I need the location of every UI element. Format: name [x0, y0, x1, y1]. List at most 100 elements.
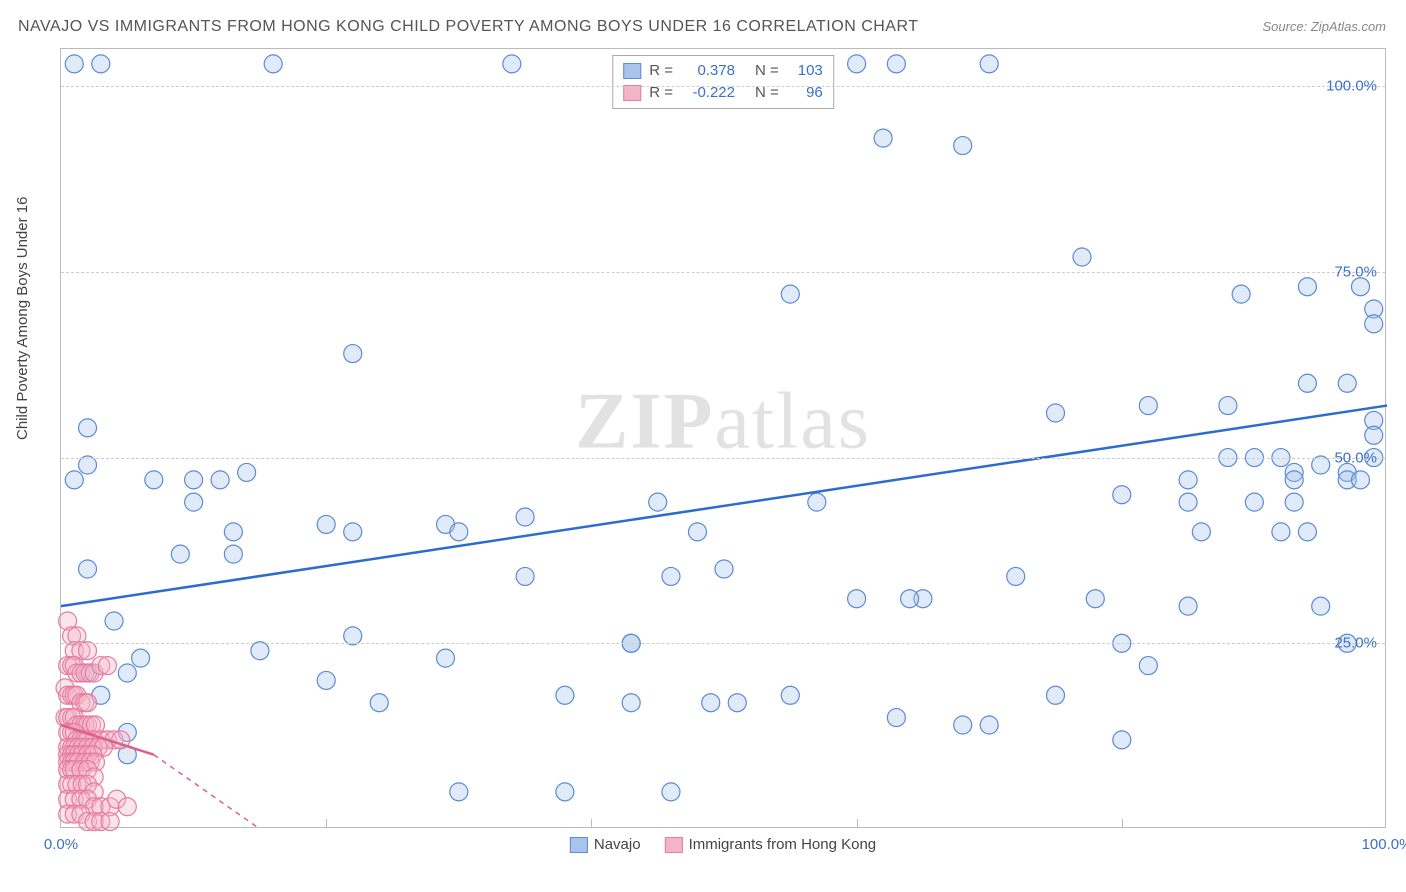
scatter-point — [1139, 657, 1157, 675]
scatter-point — [145, 471, 163, 489]
scatter-point — [185, 493, 203, 511]
scatter-point — [1272, 523, 1290, 541]
scatter-point — [1298, 278, 1316, 296]
r-label: R = — [649, 60, 673, 82]
scatter-point — [781, 686, 799, 704]
scatter-point — [1365, 315, 1383, 333]
y-tick-label: 25.0% — [1334, 635, 1377, 652]
scatter-point — [450, 783, 468, 801]
legend-bottom-item: Immigrants from Hong Kong — [665, 836, 877, 853]
scatter-point — [622, 694, 640, 712]
scatter-point — [702, 694, 720, 712]
y-tick-label: 75.0% — [1334, 263, 1377, 280]
scatter-point — [264, 55, 282, 73]
scatter-point — [437, 649, 455, 667]
scatter-point — [317, 515, 335, 533]
scatter-point — [1351, 278, 1369, 296]
scatter-point — [516, 508, 534, 526]
scatter-point — [1312, 597, 1330, 615]
x-minor-tick — [326, 819, 327, 827]
scatter-point — [556, 686, 574, 704]
x-minor-tick — [857, 819, 858, 827]
legend-label: Immigrants from Hong Kong — [689, 836, 877, 853]
scatter-point — [1365, 426, 1383, 444]
n-value: 103 — [787, 60, 823, 82]
scatter-point — [344, 345, 362, 363]
scatter-point — [901, 590, 919, 608]
scatter-point — [1232, 285, 1250, 303]
scatter-point — [317, 671, 335, 689]
trend-line-dash — [154, 755, 260, 829]
header-row: NAVAJO VS IMMIGRANTS FROM HONG KONG CHIL… — [18, 18, 1386, 36]
scatter-point — [954, 137, 972, 155]
gridline-h — [61, 643, 1385, 644]
x-minor-tick — [1122, 819, 1123, 827]
scatter-point — [1338, 374, 1356, 392]
scatter-point — [874, 129, 892, 147]
scatter-point — [211, 471, 229, 489]
scatter-point — [1073, 248, 1091, 266]
legend-swatch — [570, 837, 588, 853]
plot-area: ZIPatlas R =0.378N =103R =-0.222N =96 Na… — [60, 48, 1386, 828]
scatter-point — [1298, 523, 1316, 541]
scatter-point — [132, 649, 150, 667]
scatter-point — [370, 694, 388, 712]
scatter-point — [781, 285, 799, 303]
scatter-point — [224, 523, 242, 541]
scatter-point — [688, 523, 706, 541]
x-tick-label: 100.0% — [1362, 836, 1406, 853]
scatter-point — [1312, 456, 1330, 474]
scatter-point — [516, 567, 534, 585]
scatter-point — [79, 642, 97, 660]
scatter-point — [79, 694, 97, 712]
scatter-point — [1179, 597, 1197, 615]
x-tick-label: 0.0% — [44, 836, 78, 853]
x-minor-tick — [591, 819, 592, 827]
scatter-point — [887, 709, 905, 727]
scatter-point — [98, 657, 116, 675]
scatter-point — [1047, 686, 1065, 704]
chart-title: NAVAJO VS IMMIGRANTS FROM HONG KONG CHIL… — [18, 18, 919, 36]
scatter-point — [1047, 404, 1065, 422]
r-value: 0.378 — [681, 60, 735, 82]
scatter-point — [1113, 731, 1131, 749]
y-tick-label: 50.0% — [1334, 449, 1377, 466]
scatter-point — [980, 716, 998, 734]
scatter-point — [1285, 493, 1303, 511]
scatter-point — [848, 55, 866, 73]
scatter-point — [503, 55, 521, 73]
legend-label: Navajo — [594, 836, 641, 853]
y-axis-label: Child Poverty Among Boys Under 16 — [14, 197, 31, 440]
chart-svg — [61, 49, 1385, 827]
scatter-point — [118, 798, 136, 816]
scatter-point — [251, 642, 269, 660]
gridline-h — [61, 86, 1385, 87]
scatter-point — [185, 471, 203, 489]
scatter-point — [556, 783, 574, 801]
legend-top-row: R =0.378N =103 — [623, 60, 823, 82]
scatter-point — [65, 471, 83, 489]
scatter-point — [450, 523, 468, 541]
scatter-point — [101, 813, 119, 831]
legend-top: R =0.378N =103R =-0.222N =96 — [612, 55, 834, 109]
scatter-point — [887, 55, 905, 73]
scatter-point — [79, 419, 97, 437]
scatter-point — [118, 664, 136, 682]
scatter-point — [848, 590, 866, 608]
scatter-point — [1219, 397, 1237, 415]
legend-swatch — [623, 85, 641, 101]
scatter-point — [1285, 471, 1303, 489]
scatter-point — [171, 545, 189, 563]
scatter-point — [1007, 567, 1025, 585]
scatter-point — [715, 560, 733, 578]
scatter-point — [1192, 523, 1210, 541]
scatter-point — [79, 456, 97, 474]
scatter-point — [1179, 493, 1197, 511]
scatter-point — [808, 493, 826, 511]
scatter-point — [238, 463, 256, 481]
scatter-point — [65, 55, 83, 73]
scatter-point — [728, 694, 746, 712]
scatter-point — [1351, 471, 1369, 489]
y-tick-label: 100.0% — [1326, 78, 1377, 95]
scatter-point — [1139, 397, 1157, 415]
